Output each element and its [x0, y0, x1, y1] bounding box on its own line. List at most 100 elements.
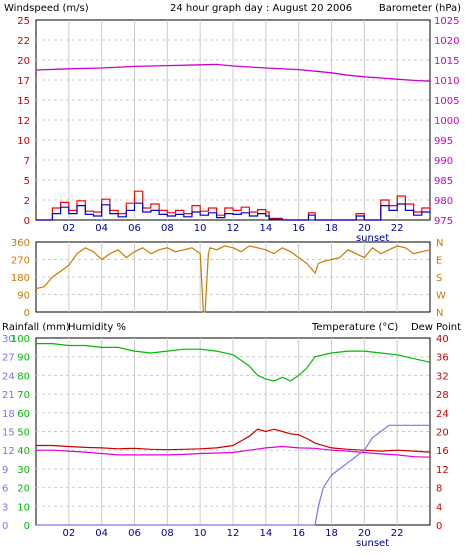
temperature-series-line: [36, 428, 431, 453]
x-tick-label: 02: [62, 223, 75, 234]
x-tick-label: 14: [259, 223, 272, 234]
dewpoint-axis-label: Dew Point: [411, 322, 461, 333]
humidity-tick-label: 0: [24, 521, 30, 532]
windspeed-tick-label: 15: [17, 96, 30, 107]
humidity-axis-label: Humidity %: [68, 322, 126, 333]
windspeed-tick-label: 22: [17, 36, 30, 47]
barometer-tick-label: 1010: [434, 76, 459, 87]
x-tick-label: 06: [128, 528, 141, 539]
x-tick-label: 14: [259, 528, 272, 539]
direction-degree-tick-label: 90: [17, 291, 30, 302]
humidity-tick-label: 50: [17, 428, 30, 439]
windspeed-tick-label: 2: [24, 196, 30, 207]
temperature-tick-label: 28: [436, 390, 449, 401]
rainfall-tick-label: 18: [2, 409, 15, 420]
direction-degree-tick-label: 0: [24, 308, 30, 319]
windspeed-tick-label: 5: [24, 176, 30, 187]
barometer-tick-label: 1015: [434, 56, 459, 67]
rainfall-tick-label: 15: [2, 428, 15, 439]
rainfall-tick-label: 24: [2, 371, 15, 382]
wind-direction-series-line: [35, 245, 431, 313]
rainfall-tick-label: 21: [2, 390, 15, 401]
temperature-tick-label: 0: [436, 521, 442, 532]
sunset-label: sunset: [356, 538, 389, 549]
x-tick-label: 08: [161, 528, 174, 539]
barometer-axis-label: Barometer (hPa): [379, 3, 461, 14]
rainfall-tick-label: 12: [2, 446, 15, 457]
rainfall-tick-label: 30: [2, 334, 15, 345]
humidity-tick-label: 70: [17, 390, 30, 401]
temperature-tick-label: 16: [436, 446, 449, 457]
temperature-tick-label: 4: [436, 502, 442, 513]
windspeed-tick-label: 12: [17, 116, 30, 127]
x-tick-label: 18: [325, 528, 338, 539]
barometer-tick-label: 995: [434, 136, 453, 147]
barometer-tick-label: 1025: [434, 16, 459, 27]
humidity-tick-label: 60: [17, 409, 30, 420]
temperature-axis-label: Temperature (°C): [311, 322, 398, 333]
direction-compass-tick-label: W: [436, 291, 446, 302]
windspeed-axis-label: Windspeed (m/s): [4, 3, 89, 14]
humidity-tick-label: 10: [17, 502, 30, 513]
humidity-tick-label: 80: [17, 371, 30, 382]
x-tick-label: 18: [325, 223, 338, 234]
humidity-tick-label: 40: [17, 446, 30, 457]
x-tick-label: 10: [194, 223, 207, 234]
temperature-tick-label: 24: [436, 409, 449, 420]
temperature-tick-label: 8: [436, 484, 442, 495]
temperature-tick-label: 40: [436, 334, 449, 345]
x-tick-label: 20: [358, 528, 371, 539]
x-tick-label: 08: [161, 223, 174, 234]
x-tick-label: 12: [227, 223, 240, 234]
direction-degree-tick-label: 360: [11, 238, 30, 249]
direction-compass-tick-label: E: [436, 256, 442, 267]
x-tick-label: 10: [194, 528, 207, 539]
barometer-tick-label: 985: [434, 176, 453, 187]
humidity-tick-label: 100: [11, 334, 30, 345]
barometer-series-line: [35, 63, 431, 82]
wind-barometer-panel: 0257101215172022259759809859909951000100…: [17, 16, 459, 244]
rainfall-series-line: [36, 424, 430, 526]
direction-degree-tick-label: 180: [11, 273, 30, 284]
temp-humidity-rain-panel: 0369121518212427300102030405060708090100…: [2, 334, 449, 549]
x-tick-label: 22: [391, 223, 404, 234]
rainfall-tick-label: 27: [2, 353, 15, 364]
humidity-tick-label: 30: [17, 465, 30, 476]
barometer-tick-label: 1000: [434, 116, 459, 127]
temperature-tick-label: 36: [436, 353, 449, 364]
x-tick-label: 16: [292, 528, 305, 539]
rainfall-tick-label: 3: [2, 502, 8, 513]
windspeed-tick-label: 7: [24, 156, 30, 167]
windspeed-tick-label: 0: [24, 216, 30, 227]
x-tick-label: 04: [95, 223, 108, 234]
direction-compass-tick-label: N: [436, 308, 443, 319]
temperature-tick-label: 20: [436, 428, 449, 439]
rainfall-tick-label: 9: [2, 465, 8, 476]
windspeed-tick-label: 17: [17, 76, 30, 87]
x-tick-label: 04: [95, 528, 108, 539]
x-tick-label: 02: [62, 528, 75, 539]
x-tick-label: 20: [358, 223, 371, 234]
windspeed-tick-label: 10: [17, 136, 30, 147]
direction-compass-tick-label: N: [436, 238, 443, 249]
rainfall-axis-label: Rainfall (mm): [2, 322, 70, 333]
rainfall-tick-label: 0: [2, 521, 8, 532]
temperature-tick-label: 12: [436, 465, 449, 476]
humidity-tick-label: 20: [17, 484, 30, 495]
barometer-tick-label: 1005: [434, 96, 459, 107]
windspeed-tick-label: 20: [17, 56, 30, 67]
x-tick-label: 06: [128, 223, 141, 234]
humidity-series-line: [36, 343, 431, 382]
barometer-tick-label: 980: [434, 196, 453, 207]
temperature-tick-label: 32: [436, 371, 449, 382]
dewpoint-series-line: [36, 445, 431, 458]
sunset-label: sunset: [356, 233, 389, 244]
windspeed-series-line: [36, 202, 431, 221]
direction-degree-tick-label: 270: [11, 256, 30, 267]
rainfall-tick-label: 6: [2, 484, 8, 495]
x-tick-label: 22: [391, 528, 404, 539]
x-tick-label: 16: [292, 223, 305, 234]
x-tick-label: 12: [227, 528, 240, 539]
